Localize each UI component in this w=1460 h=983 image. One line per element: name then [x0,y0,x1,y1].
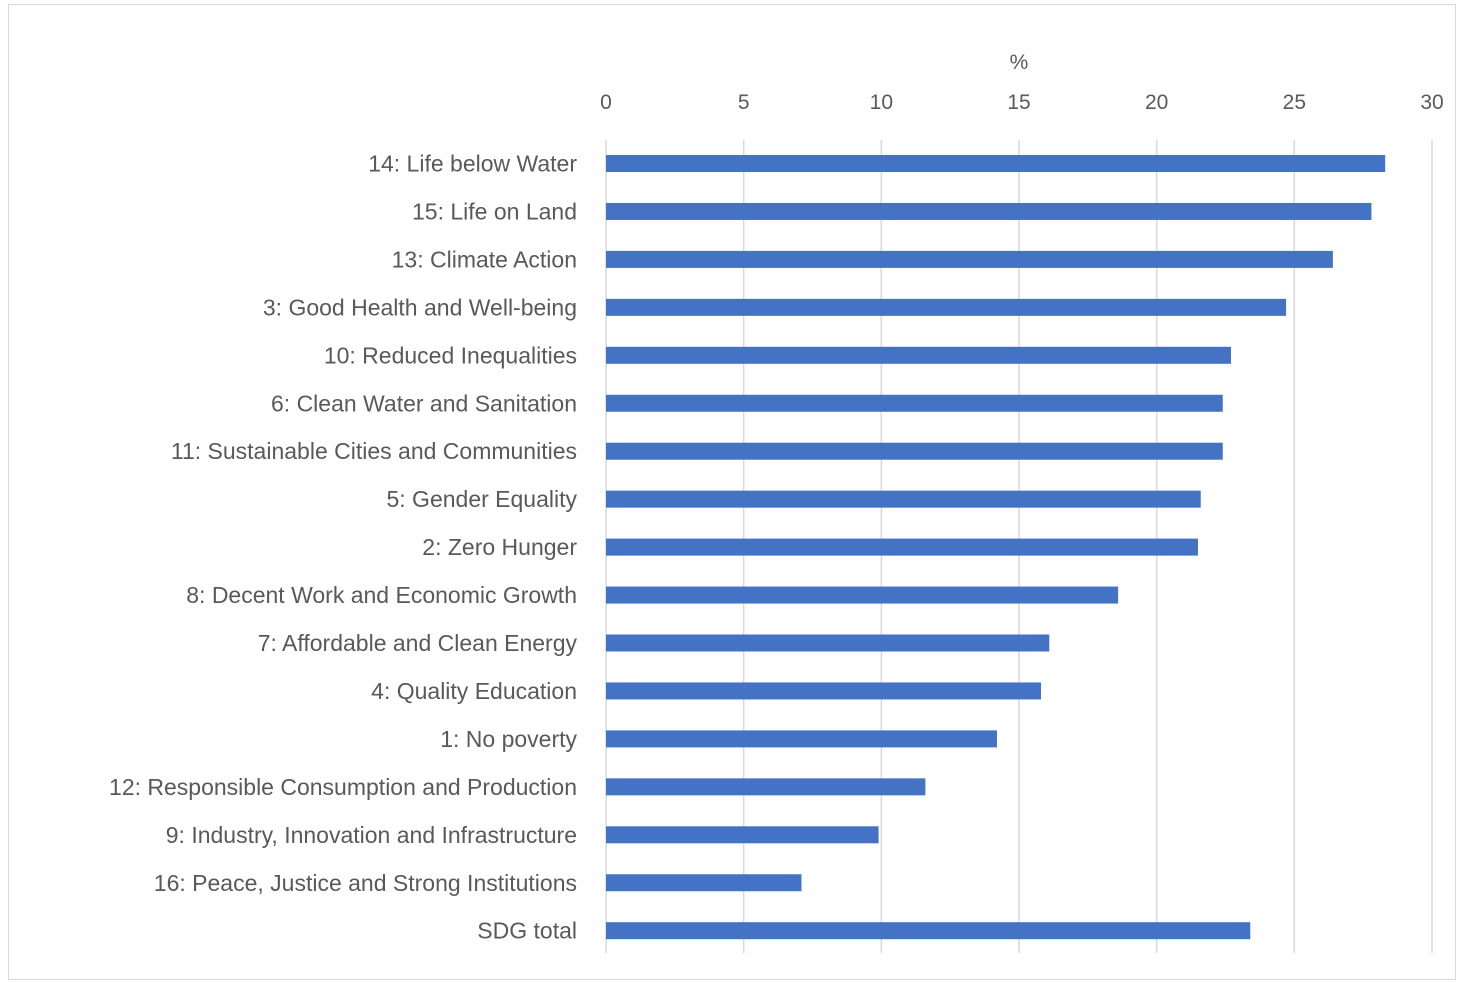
category-label: 12: Responsible Consumption and Producti… [109,774,577,800]
bar [606,490,1201,508]
category-label: 4: Quality Education [371,678,577,704]
category-label: 8: Decent Work and Economic Growth [186,582,577,608]
bar [606,298,1287,316]
category-labels: 14: Life below Water 15: Life on Land 13: … [109,151,577,944]
bars [606,155,1386,940]
bar [606,730,997,748]
x-tick-label: 15 [1007,91,1030,114]
category-label: 14: Life below Water [368,151,577,177]
category-label: 13: Climate Action [392,246,577,272]
bar [606,250,1333,268]
category-label: 2: Zero Hunger [422,534,577,560]
category-label: 1: No poverty [440,726,577,752]
bar [606,394,1223,412]
bar [606,682,1042,700]
category-label: SDG total [477,918,577,944]
category-label: 11: Sustainable Cities and Communities [171,438,577,464]
x-axis-title: % [1010,51,1029,74]
bar [606,922,1251,940]
category-label: 9: Industry, Innovation and Infrastructu… [166,822,577,848]
bar [606,346,1232,364]
category-label: 7: Affordable and Clean Energy [258,630,578,656]
bar [606,778,926,796]
x-tick-label: 10 [870,91,893,114]
bar [606,586,1119,604]
x-tick-label: 0 [600,91,612,114]
category-label: 5: Gender Equality [386,486,577,512]
bar [606,202,1372,220]
x-tick-label: 5 [738,91,750,114]
x-tick-label: 25 [1283,91,1306,114]
bar [606,874,802,892]
category-label: 16: Peace, Justice and Strong Institutio… [154,870,577,896]
category-label: 6: Clean Water and Sanitation [271,390,577,416]
bar [606,634,1050,652]
x-tick-label: 20 [1145,91,1168,114]
category-label: 15: Life on Land [412,198,577,224]
bar [606,826,879,844]
category-label: 3: Good Health and Well-being [263,294,577,320]
bar [606,538,1198,556]
category-label: 10: Reduced Inequalities [324,342,577,368]
bar [606,155,1386,172]
x-axis-ticks: 0 5 10 15 20 25 30 [600,91,1444,114]
bar [606,442,1223,460]
x-tick-label: 30 [1420,91,1443,114]
